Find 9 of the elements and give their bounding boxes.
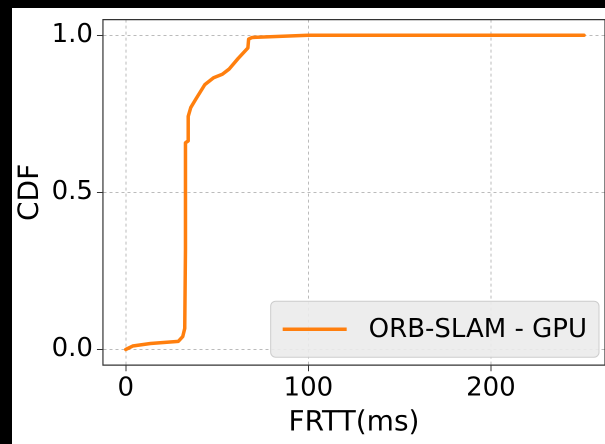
y-tick-label: 0.5	[52, 176, 93, 206]
x-tick-label: 100	[284, 372, 334, 403]
x-tick-label: 200	[466, 372, 516, 403]
legend-label: ORB-SLAM - GPU	[368, 314, 588, 344]
y-tick-label: 1.0	[52, 19, 93, 50]
x-tick-label: 0	[117, 372, 134, 403]
x-axis-title: FRTT(ms)	[288, 404, 420, 438]
y-axis-title: CDF	[12, 164, 46, 222]
y-tick-label: 0.0	[52, 333, 93, 364]
